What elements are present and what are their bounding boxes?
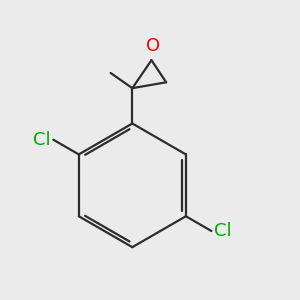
Text: Cl: Cl: [33, 131, 51, 149]
Text: O: O: [146, 37, 160, 55]
Text: Cl: Cl: [214, 222, 231, 240]
